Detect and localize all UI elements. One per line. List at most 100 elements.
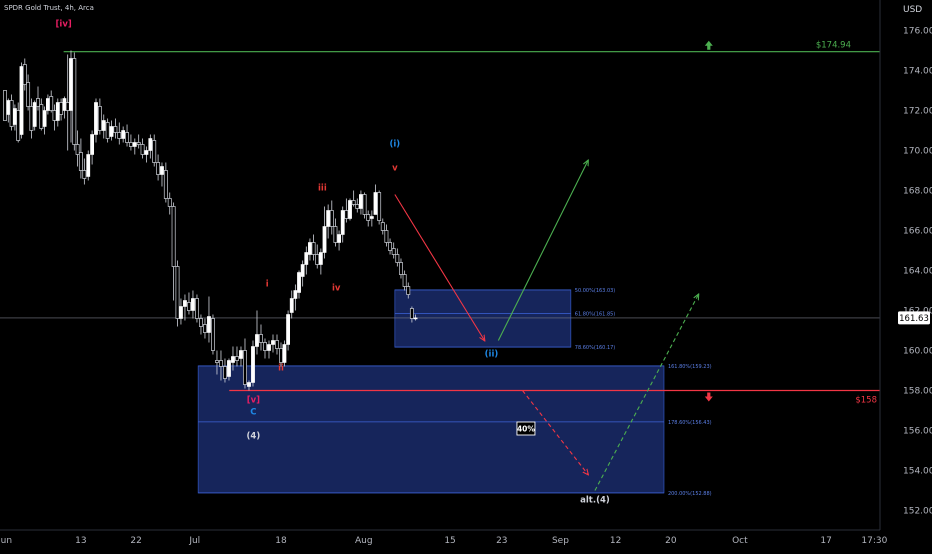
candle (355, 198, 360, 213)
candle-body-up (45, 98, 50, 111)
candle-body-down (211, 318, 215, 351)
candle-body-down (3, 90, 7, 121)
candle-body-down (9, 100, 14, 127)
candle-body-down (311, 242, 316, 255)
candle-body-up (369, 216, 374, 219)
candle (199, 314, 203, 335)
candle-body-down (187, 302, 191, 311)
candle (380, 218, 385, 235)
candle-body-up (148, 138, 153, 151)
candle-body-up (207, 316, 211, 333)
candle (55, 98, 60, 127)
candle (187, 292, 191, 315)
candle (132, 138, 137, 155)
wave-label: iv (332, 284, 341, 294)
wave-label: v (392, 164, 398, 174)
candle (32, 100, 37, 131)
candle (255, 310, 259, 355)
candle-body-down (223, 366, 227, 379)
candle-body-down (409, 308, 414, 319)
probability-badge-frame (516, 421, 536, 436)
fib-label: 200.00%(152.88) (668, 491, 712, 497)
x-tick-label: Aug (355, 536, 373, 546)
candle-body-up (132, 142, 137, 147)
candle (231, 346, 235, 371)
candle-body-down (235, 356, 239, 361)
candle-body-down (195, 298, 199, 319)
candle-body-up (326, 210, 331, 227)
candle-body-down (175, 266, 180, 319)
candle (271, 334, 275, 353)
candle (191, 290, 195, 319)
candle-body-down (29, 106, 34, 131)
candle (297, 270, 301, 299)
candle-body-up (282, 344, 287, 363)
candle-body-down (152, 140, 157, 163)
candle (373, 184, 378, 215)
candle-body-down (355, 204, 360, 209)
candle (293, 284, 298, 311)
last-price-tag: 161.63 (898, 311, 930, 325)
y-tick-label: 164.00 (903, 267, 932, 277)
y-axis-unit: USD (903, 5, 923, 15)
candle (6, 98, 11, 123)
candle (9, 94, 14, 131)
candle-body-up (19, 66, 24, 135)
candle-body-down (388, 242, 393, 251)
candle (344, 198, 349, 223)
candle (227, 358, 231, 381)
candle-body-down (128, 142, 133, 147)
candle-body-down (380, 222, 385, 231)
candle (90, 130, 95, 165)
wave-label: iii (318, 184, 327, 194)
candle-body-up (413, 317, 418, 320)
candle-body-down (171, 206, 176, 267)
candle (391, 242, 396, 259)
candle (101, 114, 106, 139)
candle (300, 260, 305, 287)
candle-body-down (263, 342, 267, 351)
candle (49, 90, 54, 113)
candle (148, 134, 153, 159)
candle-body-up (293, 290, 298, 299)
wave-label: ii (278, 364, 284, 374)
x-tick-label: 22 (130, 536, 141, 546)
candle (247, 380, 251, 391)
candle-body-up (322, 226, 327, 253)
x-tick-label: 23 (496, 536, 507, 546)
candle (322, 206, 327, 259)
candle-body-down (366, 214, 371, 221)
fib-label: 61.80%(161.85) (575, 312, 616, 318)
candle (326, 204, 331, 239)
candle (167, 192, 172, 215)
candle (26, 74, 31, 111)
wave-label: C (250, 408, 256, 418)
candles (3, 50, 418, 391)
fib-label: 178.60%(156.43) (668, 420, 712, 426)
candle-body-up (62, 98, 67, 111)
candle (16, 102, 21, 143)
candle (105, 118, 110, 143)
candle (369, 210, 374, 227)
support-label: $158 (855, 396, 877, 406)
candle-body-down (59, 102, 64, 115)
candle-body-down (377, 192, 382, 221)
y-tick-label: 166.00 (903, 227, 932, 237)
candle (267, 340, 271, 359)
candle (136, 134, 141, 149)
candle-body-up (101, 120, 106, 131)
candle-body-up (191, 298, 195, 311)
candle (125, 124, 129, 147)
candle-body-down (329, 210, 334, 227)
wave-label: (ii) (485, 350, 499, 360)
candle-body-up (308, 242, 312, 255)
candle (156, 154, 161, 181)
last-price-tag-bg (898, 311, 930, 325)
y-tick-label: 168.00 (903, 187, 932, 197)
y-tick-label: 160.00 (903, 347, 932, 357)
candle-body-up (183, 300, 187, 307)
x-tick-label: Oct (732, 536, 748, 546)
fib-label: 161.80%(159.23) (668, 364, 712, 370)
